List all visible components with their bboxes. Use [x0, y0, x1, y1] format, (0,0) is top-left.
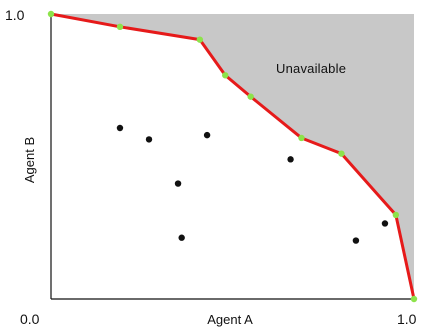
scatter-point-1	[145, 136, 153, 143]
unavailable-region-label: Unavailable	[276, 61, 346, 76]
scatter-point-5	[178, 234, 185, 241]
region-layer	[51, 14, 414, 299]
scatter-point-0	[116, 124, 124, 132]
y-axis-title: Agent B	[22, 137, 37, 183]
y-tick-label-1: 1.0	[5, 7, 25, 23]
points-layer	[47, 10, 418, 303]
axes-layer	[50, 14, 414, 300]
frontier-point-5	[298, 134, 305, 142]
frontier-point-2	[196, 36, 204, 43]
unavailable-region	[51, 14, 414, 299]
frontier-point-6	[338, 150, 345, 157]
scatter-point-6	[352, 237, 360, 244]
frontier-point-7	[392, 211, 400, 219]
frontier-point-1	[116, 23, 124, 31]
frontier-point-0	[47, 10, 55, 18]
frontier-point-8	[410, 295, 418, 303]
scatter-point-3	[174, 180, 182, 187]
x-tick-label-1: 1.0	[397, 311, 417, 327]
frontier-point-3	[222, 72, 229, 79]
scatter-point-4	[287, 156, 294, 163]
x-axis-title: Agent A	[207, 312, 253, 327]
x-tick-label-0: 0.0	[20, 311, 40, 327]
scatter-point-7	[381, 220, 389, 227]
labels-layer: 0.0 1.0 1.0 Agent A Agent B Unavailable	[5, 7, 417, 327]
scatter-point-2	[203, 131, 211, 139]
frontier-point-4	[247, 93, 254, 100]
